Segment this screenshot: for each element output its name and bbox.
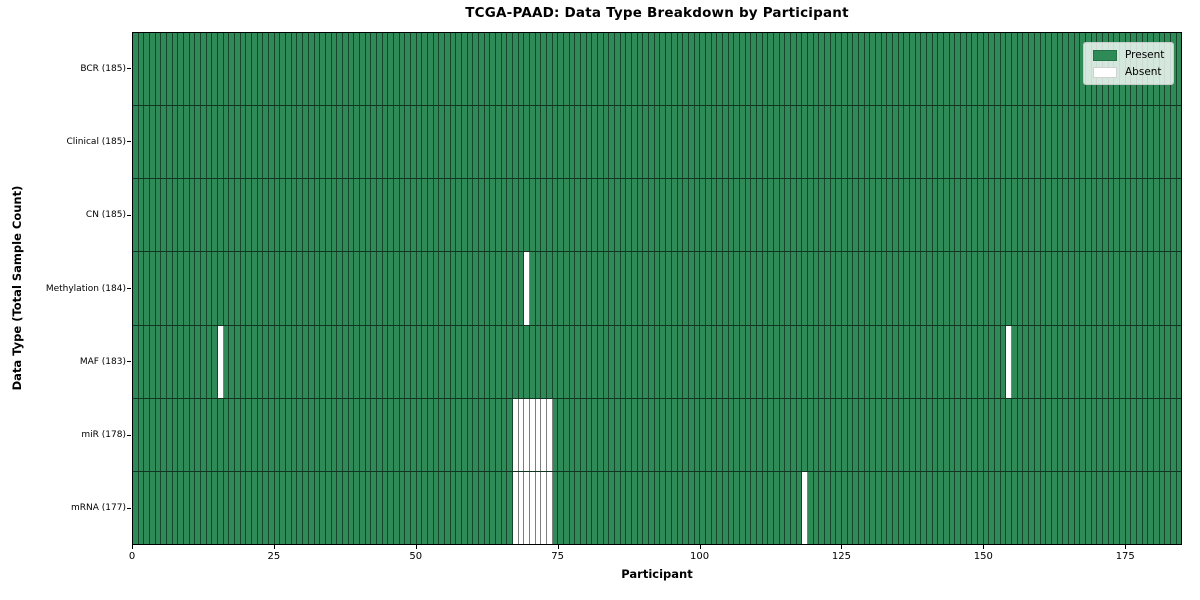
y-tick-label: Methylation (184): [45, 283, 126, 294]
y-tick-mark: [127, 68, 131, 70]
present-swatch-icon: [1093, 49, 1117, 61]
y-tick-mark: [127, 288, 131, 289]
y-tick-label: Clinical (185): [66, 136, 126, 147]
legend-entry-absent: Absent: [1093, 66, 1164, 78]
y-tick-mark: [127, 434, 131, 436]
x-tick-mark: [983, 545, 985, 549]
x-tick-label: 100: [690, 551, 710, 562]
heatmap-row-cn: [133, 178, 1181, 252]
legend-label: Absent: [1125, 66, 1162, 78]
heatmap-row-maf: [133, 324, 1181, 398]
y-tick-mark: [127, 214, 131, 216]
heatmap-row-bcr: [133, 33, 1181, 106]
y-tick-mark: [127, 507, 131, 509]
y-tick-label: mRNA (177): [71, 503, 126, 514]
heatmap-row-mrna: [133, 470, 1181, 544]
absent-swatch-icon: [1093, 66, 1117, 78]
plot-area: Present Absent: [132, 32, 1182, 545]
chart-title: TCGA-PAAD: Data Type Breakdown by Partic…: [465, 5, 849, 21]
y-tick-label: miR (178): [81, 430, 126, 441]
x-tick-mark: [1125, 545, 1127, 549]
heatmap-row-clinical: [133, 105, 1181, 179]
x-tick-mark: [557, 545, 559, 549]
x-tick-label: 75: [551, 551, 565, 562]
heatmap-row-methylation: [133, 251, 1181, 325]
x-tick-mark: [132, 545, 133, 549]
x-tick-label: 150: [973, 551, 993, 562]
x-tick-mark: [699, 545, 701, 549]
x-tick-label: 0: [128, 551, 136, 562]
x-tick-label: 50: [409, 551, 423, 562]
y-axis-title: Data Type (Total Sample Count): [10, 185, 24, 391]
legend: Present Absent: [1083, 42, 1175, 85]
y-tick-label: BCR (185): [80, 63, 126, 74]
heatmap-row-mir: [133, 397, 1181, 471]
x-tick-mark: [273, 545, 275, 549]
x-tick-label: 25: [267, 551, 281, 562]
x-tick-label: 125: [831, 551, 851, 562]
legend-label: Present: [1125, 49, 1165, 61]
x-axis-title: Participant: [621, 567, 693, 581]
y-tick-label: CN (185): [85, 210, 126, 221]
y-tick-mark: [127, 361, 131, 363]
legend-entry-present: Present: [1093, 49, 1164, 61]
x-tick-label: 175: [1115, 551, 1135, 562]
y-tick-mark: [127, 141, 131, 143]
x-tick-mark: [415, 545, 417, 549]
y-tick-label: MAF (183): [79, 356, 126, 367]
x-tick-mark: [841, 545, 843, 549]
